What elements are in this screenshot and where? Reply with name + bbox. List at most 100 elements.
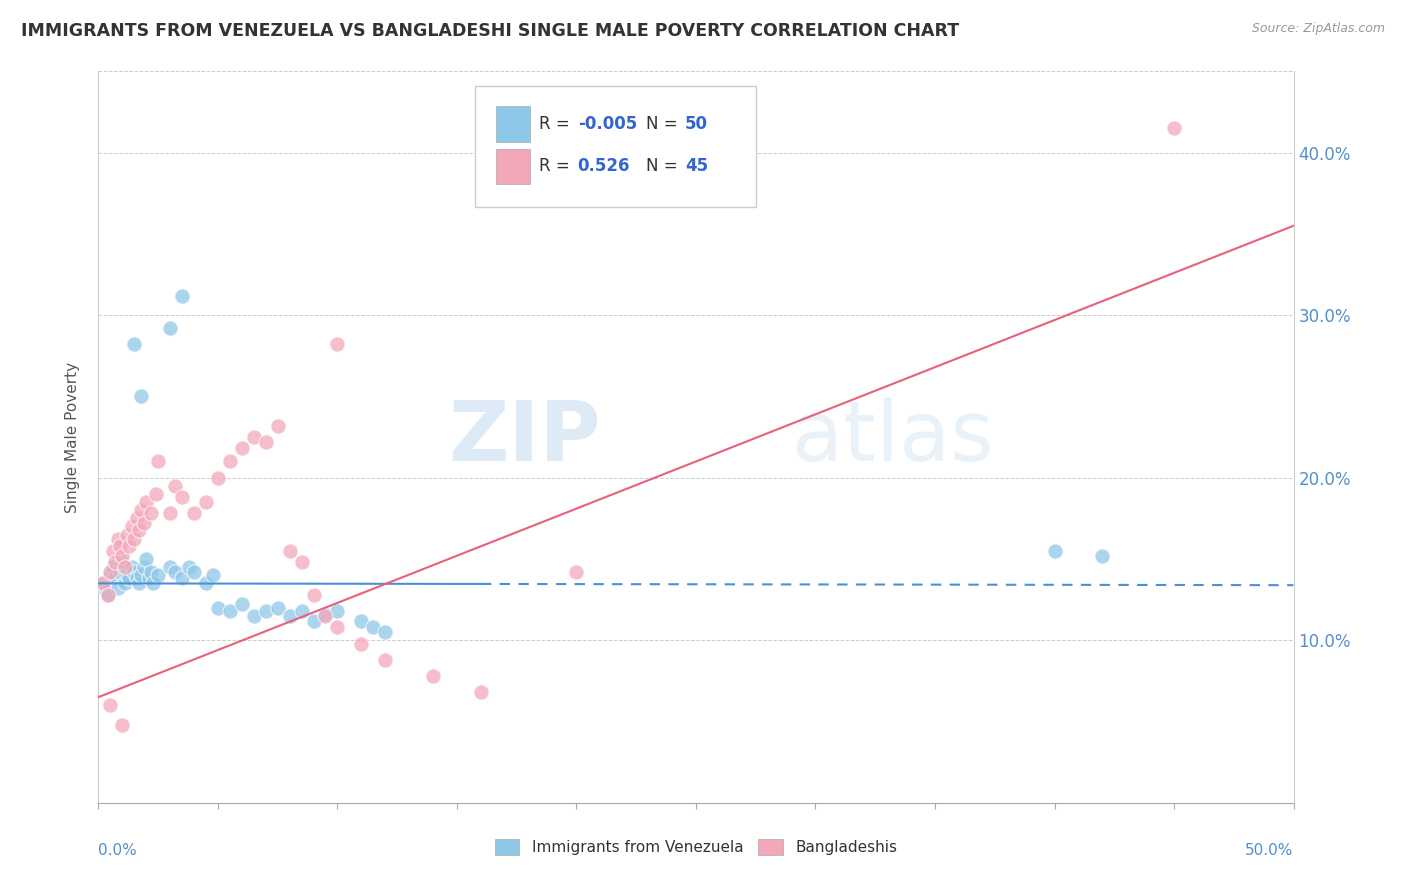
Point — [121, 560, 143, 574]
Point — [565, 565, 588, 579]
Point — [326, 620, 349, 634]
Text: IMMIGRANTS FROM VENEZUELA VS BANGLADESHI SINGLE MALE POVERTY CORRELATION CHART: IMMIGRANTS FROM VENEZUELA VS BANGLADESHI… — [21, 22, 959, 40]
Point — [207, 471, 229, 485]
Point — [231, 598, 253, 612]
Point — [254, 604, 277, 618]
Text: N =: N = — [645, 115, 683, 133]
Point — [124, 565, 146, 579]
Point — [159, 507, 181, 521]
Point — [111, 718, 134, 732]
Point — [128, 576, 150, 591]
Point — [145, 487, 167, 501]
Point — [115, 527, 138, 541]
Point — [207, 600, 229, 615]
Point — [101, 560, 124, 574]
Point — [114, 560, 136, 574]
Point — [195, 495, 218, 509]
Point — [219, 454, 242, 468]
Point — [231, 442, 253, 456]
Point — [302, 588, 325, 602]
Point — [108, 539, 131, 553]
Point — [97, 588, 120, 602]
Point — [470, 685, 492, 699]
Point — [1163, 121, 1185, 136]
Point — [139, 507, 162, 521]
Point — [91, 576, 114, 591]
Point — [278, 544, 301, 558]
Point — [422, 669, 444, 683]
Text: 0.526: 0.526 — [578, 158, 630, 176]
Point — [163, 479, 186, 493]
Point — [115, 568, 138, 582]
Point — [315, 607, 337, 622]
Point — [267, 600, 290, 615]
Point — [159, 321, 181, 335]
Point — [254, 434, 277, 449]
Text: 50: 50 — [685, 115, 709, 133]
Point — [135, 495, 157, 509]
Point — [108, 565, 131, 579]
Legend: Immigrants from Venezuela, Bangladeshis: Immigrants from Venezuela, Bangladeshis — [489, 833, 903, 861]
Point — [315, 608, 337, 623]
Point — [107, 533, 129, 547]
Point — [350, 614, 373, 628]
Point — [98, 568, 122, 582]
Point — [148, 454, 170, 468]
Text: N =: N = — [645, 158, 683, 176]
Point — [114, 576, 136, 591]
Text: 0.0%: 0.0% — [98, 843, 138, 858]
Point — [131, 503, 153, 517]
Point — [219, 604, 242, 618]
Point — [267, 418, 290, 433]
Point — [179, 560, 201, 574]
Point — [91, 576, 114, 591]
Point — [97, 588, 120, 602]
Point — [302, 614, 325, 628]
Point — [135, 552, 157, 566]
Text: R =: R = — [540, 158, 575, 176]
Point — [172, 288, 194, 302]
Point — [374, 625, 396, 640]
Point — [139, 565, 162, 579]
Text: atlas: atlas — [792, 397, 993, 477]
Text: ZIP: ZIP — [449, 397, 600, 477]
Point — [291, 604, 314, 618]
Point — [121, 519, 143, 533]
Point — [326, 604, 349, 618]
Point — [278, 608, 301, 623]
FancyBboxPatch shape — [496, 106, 530, 142]
Point — [172, 572, 194, 586]
Point — [202, 568, 225, 582]
Point — [124, 337, 146, 351]
Point — [98, 565, 122, 579]
Point — [125, 511, 148, 525]
Text: Source: ZipAtlas.com: Source: ZipAtlas.com — [1251, 22, 1385, 36]
Text: R =: R = — [540, 115, 575, 133]
Point — [243, 608, 266, 623]
Point — [104, 555, 127, 569]
Point — [172, 490, 194, 504]
Point — [111, 549, 134, 563]
Point — [111, 555, 134, 569]
Point — [243, 430, 266, 444]
Text: 50.0%: 50.0% — [1246, 843, 1294, 858]
Point — [142, 576, 165, 591]
Point — [132, 516, 155, 531]
Point — [118, 572, 141, 586]
FancyBboxPatch shape — [496, 149, 530, 184]
Point — [1043, 544, 1066, 558]
Point — [183, 507, 205, 521]
Point — [98, 698, 122, 713]
Point — [326, 337, 349, 351]
Point — [350, 636, 373, 650]
Point — [132, 560, 155, 574]
Point — [107, 581, 129, 595]
Point — [124, 533, 146, 547]
Point — [125, 572, 148, 586]
Point — [104, 572, 127, 586]
Point — [374, 653, 396, 667]
Point — [138, 572, 160, 586]
Point — [148, 568, 170, 582]
Text: -0.005: -0.005 — [578, 115, 637, 133]
Point — [128, 523, 150, 537]
